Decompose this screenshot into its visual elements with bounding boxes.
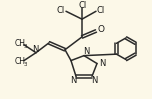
Text: N: N	[32, 45, 38, 54]
Text: N: N	[70, 76, 76, 85]
Text: Cl: Cl	[79, 1, 87, 10]
Text: N: N	[91, 76, 97, 85]
Text: N: N	[83, 47, 89, 56]
Text: 3: 3	[23, 61, 27, 67]
Text: Cl: Cl	[57, 6, 65, 15]
Text: O: O	[97, 25, 105, 34]
Text: CH: CH	[14, 39, 26, 48]
Text: N: N	[99, 59, 105, 68]
Text: CH: CH	[14, 57, 26, 66]
Text: 3: 3	[23, 44, 27, 49]
Text: Cl: Cl	[97, 6, 105, 15]
